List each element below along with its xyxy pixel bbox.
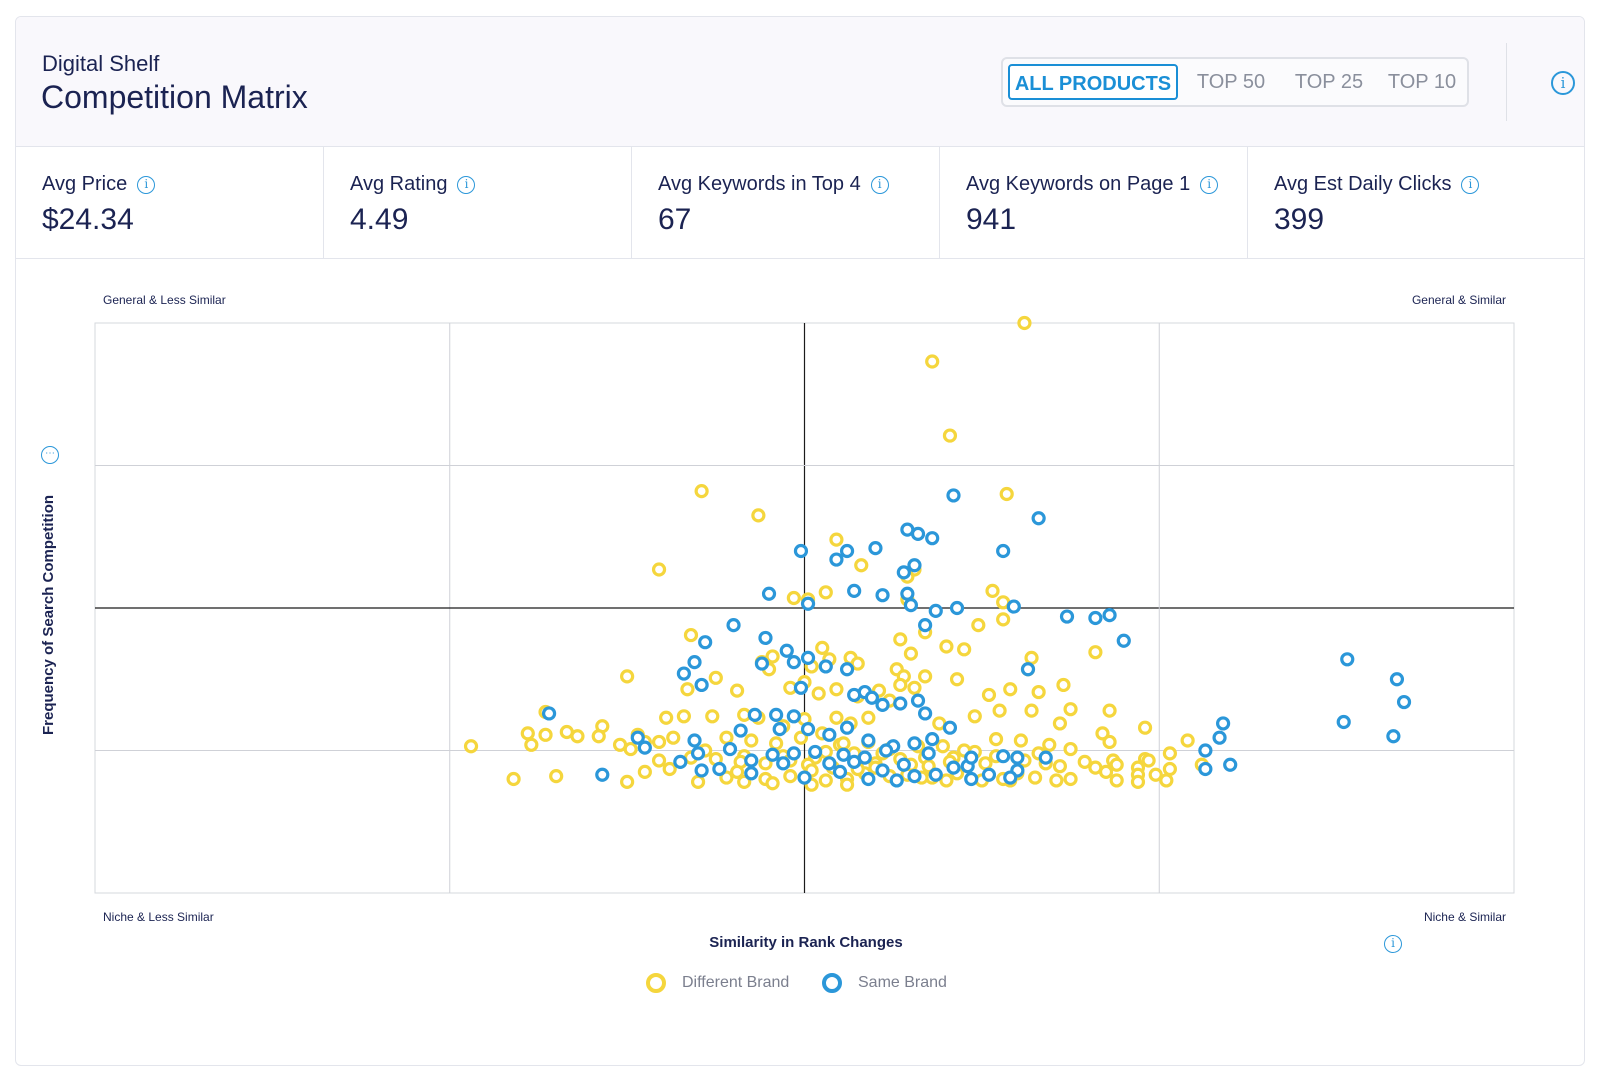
legend-swatch bbox=[646, 972, 666, 993]
stat-label: Avg Est Daily Clicks bbox=[1274, 173, 1452, 195]
corner-label-bottom-left: Niche & Less Similar bbox=[103, 910, 214, 924]
stat-value: 4.49 bbox=[350, 203, 409, 236]
info-icon[interactable]: i bbox=[1461, 175, 1480, 194]
corner-label-bottom-right: Niche & Similar bbox=[1423, 910, 1506, 924]
header-divider bbox=[1506, 43, 1507, 121]
competition-matrix-card: Digital Shelf Competition Matrix ALL PRO… bbox=[15, 16, 1585, 1066]
stat-avg-rating: Avg Rating i 4.49 bbox=[324, 147, 632, 259]
info-icon[interactable]: i bbox=[870, 175, 889, 194]
info-icon[interactable]: i bbox=[137, 175, 156, 194]
info-icon[interactable]: i bbox=[1551, 71, 1575, 95]
stat-avg-keywords-page-1: Avg Keywords on Page 1 i 941 bbox=[940, 147, 1248, 259]
info-icon[interactable]: i bbox=[457, 175, 476, 194]
stat-value: $24.34 bbox=[42, 203, 134, 236]
page-subtitle: Digital Shelf bbox=[42, 51, 160, 76]
tab-all-products[interactable]: ALL PRODUCTS bbox=[1008, 64, 1178, 100]
legend-item-same-brand: Same Brand bbox=[822, 970, 947, 996]
stat-label: Avg Price bbox=[42, 173, 128, 195]
stat-value: 941 bbox=[966, 203, 1017, 236]
expand-icon[interactable]: ⋯ bbox=[41, 446, 59, 464]
stat-avg-est-daily-clicks: Avg Est Daily Clicks i 399 bbox=[1248, 147, 1584, 259]
corner-label-top-right: General & Similar bbox=[1411, 293, 1506, 307]
corner-label-top-left: General & Less Similar bbox=[103, 293, 226, 307]
tab-top-10[interactable]: TOP 10 bbox=[1387, 71, 1457, 93]
stat-value: 399 bbox=[1274, 203, 1325, 236]
page-title: Competition Matrix bbox=[41, 79, 308, 115]
tab-top-50[interactable]: TOP 50 bbox=[1196, 71, 1266, 93]
stat-avg-price: Avg Price i $24.34 bbox=[16, 147, 324, 259]
stat-value: 67 bbox=[658, 203, 692, 236]
info-icon[interactable]: i bbox=[1384, 935, 1402, 953]
stats-bar: Avg Price i $24.34 Avg Rating i 4.49 Avg K… bbox=[16, 147, 1584, 259]
x-axis-label: Similarity in Rank Changes bbox=[709, 934, 903, 951]
legend-label: Different Brand bbox=[682, 974, 790, 991]
legend-item-different-brand: Different Brand bbox=[646, 970, 789, 996]
chart-legend: Different Brand Same Brand bbox=[0, 970, 1600, 1000]
legend-swatch bbox=[822, 972, 842, 993]
legend-label: Same Brand bbox=[858, 974, 947, 991]
stat-label: Avg Keywords in Top 4 bbox=[658, 173, 861, 195]
product-filter-tabs: ALL PRODUCTS TOP 50 TOP 25 TOP 10 bbox=[1001, 57, 1469, 107]
info-icon[interactable]: i bbox=[1200, 175, 1219, 194]
tab-top-25[interactable]: TOP 25 bbox=[1294, 71, 1364, 93]
stat-label: Avg Keywords on Page 1 bbox=[966, 173, 1191, 195]
stat-label: Avg Rating bbox=[350, 173, 448, 195]
y-axis-label: Frequency of Search Competition bbox=[40, 494, 57, 735]
header: Digital Shelf Competition Matrix ALL PRO… bbox=[16, 17, 1584, 147]
stat-avg-keywords-top-4: Avg Keywords in Top 4 i 67 bbox=[632, 147, 940, 259]
